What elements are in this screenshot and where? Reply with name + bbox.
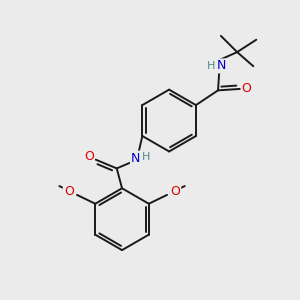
Text: O: O xyxy=(242,82,251,95)
Text: H: H xyxy=(142,152,150,162)
Text: H: H xyxy=(207,61,215,71)
Text: O: O xyxy=(170,185,180,198)
Text: N: N xyxy=(131,152,140,165)
Text: O: O xyxy=(64,185,74,198)
Text: O: O xyxy=(84,150,94,163)
Text: N: N xyxy=(217,59,226,72)
